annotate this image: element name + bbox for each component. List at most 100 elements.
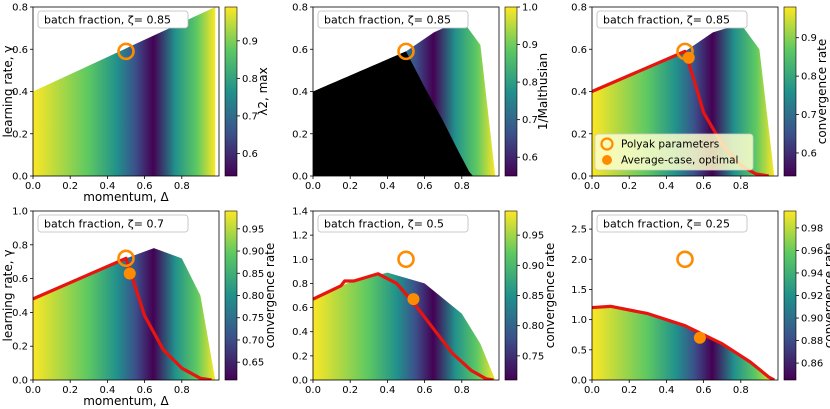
colorbar-tick-label: 0.92	[801, 291, 823, 302]
x-tick-label: 0.0	[25, 181, 41, 192]
colorbar	[783, 6, 797, 177]
stable-region	[592, 306, 775, 380]
optimal-curve	[313, 272, 494, 380]
colorbar-tick-label: 0.98	[801, 223, 823, 234]
x-tick-label: 0.8	[733, 385, 749, 396]
colorbar-label: λ2, max	[256, 67, 270, 116]
colorbar-tick-label: 1.0	[522, 3, 538, 14]
colorbar	[224, 6, 238, 177]
optimal-marker	[407, 293, 420, 306]
y-tick-label: 0.4	[12, 308, 28, 319]
y-tick-label: 2.5	[571, 225, 587, 236]
x-tick-label: 0.8	[454, 181, 470, 192]
colorbar-tick-label: 0.9	[801, 33, 817, 44]
colorbar-tick-label: 0.9	[242, 36, 258, 47]
x-tick-label: 0.0	[25, 385, 41, 396]
y-tick-label: 0.0	[292, 376, 308, 387]
x-tick-label: 0.8	[174, 181, 190, 192]
batch-fraction-box	[596, 10, 748, 29]
y-tick-label: 2.0	[571, 255, 587, 266]
x-tick-label: 0.8	[454, 385, 470, 396]
x-tick-label: 0.4	[99, 385, 115, 396]
y-tick-label: 0.2	[292, 351, 308, 362]
batch-fraction-box	[317, 214, 469, 233]
y-tick-label: 0.8	[571, 3, 587, 14]
batch-fraction-label: batch fraction, ζ= 0.85	[603, 14, 730, 27]
batch-fraction-box	[37, 214, 189, 233]
x-tick-label: 0.6	[696, 385, 712, 396]
colorbar	[224, 210, 238, 381]
colorbar-tick-label: 0.75	[522, 351, 544, 362]
x-tick-label: 0.6	[417, 385, 433, 396]
colorbar-label: convergence rate	[263, 243, 277, 349]
x-tick-label: 0.4	[99, 181, 115, 192]
batch-fraction-label: batch fraction, ζ= 0.5	[324, 218, 444, 231]
y-tick-label: 0.8	[12, 3, 28, 14]
axes-frame	[312, 210, 500, 381]
y-tick-label: 0.2	[571, 129, 587, 140]
colorbar-tick-label: 0.96	[801, 246, 823, 257]
axes-frame	[591, 210, 779, 381]
y-tick-label: 0.2	[12, 342, 28, 353]
x-tick-label: 0.0	[584, 181, 600, 192]
y-tick-label: 0.6	[292, 303, 308, 314]
colorbar-tick-label: 0.94	[801, 268, 823, 279]
colorbar-tick-label: 0.88	[801, 336, 823, 347]
colorbar	[504, 6, 518, 177]
colorbar-tick-label: 0.85	[522, 291, 544, 302]
y-tick-label: 1.0	[571, 315, 587, 326]
y-axis-label: learning rate, γ	[1, 250, 15, 342]
colorbar-tick-label: 0.80	[522, 321, 544, 332]
panel-2: 0.0 0.2 0.4 0.6 0.8 0.0 0.2 0.4 0.6 0.8 batch frac…	[292, 3, 550, 193]
colorbar-tick-label: 0.86	[801, 359, 823, 370]
legend-optimal-label: Average-case, optimal	[621, 155, 738, 167]
x-tick-label: 0.4	[379, 181, 395, 192]
legend-optimal-marker	[602, 155, 612, 165]
colorbar-tick-label: 0.70	[242, 335, 264, 346]
polyak-marker	[397, 250, 415, 269]
y-tick-label: 1.0	[292, 255, 308, 266]
x-tick-label: 0.2	[621, 385, 637, 396]
batch-fraction-label: batch fraction, ζ= 0.25	[603, 218, 730, 231]
colorbar	[783, 210, 797, 381]
x-axis-label: momentum, Δ	[83, 394, 169, 408]
x-tick-label: 0.4	[658, 385, 674, 396]
y-tick-label: 0.4	[292, 327, 308, 338]
y-tick-label: 0.0	[571, 172, 587, 183]
y-tick-label: 0.8	[292, 3, 308, 14]
colorbar-label: convergence rate	[543, 243, 557, 349]
x-tick-label: 0.6	[417, 181, 433, 192]
colorbar-label: convergence rate	[815, 39, 829, 145]
panel-4: 0.0 0.2 0.4 0.6 0.8 0.0 0.2 0.4 0.6 0.8 1.0 momentu…	[1, 207, 277, 409]
polyak-marker	[117, 249, 135, 268]
colorbar-tick-label: 0.95	[522, 231, 544, 242]
optimal-marker	[682, 51, 695, 64]
batch-fraction-label: batch fraction, ζ= 0.7	[44, 218, 164, 231]
y-tick-label: 0.4	[571, 87, 587, 98]
y-tick-label: 0.6	[292, 45, 308, 56]
x-tick-label: 0.2	[342, 181, 358, 192]
y-tick-label: 0.4	[12, 87, 28, 98]
optimal-marker	[123, 267, 136, 280]
x-tick-label: 0.4	[379, 385, 395, 396]
polyak-marker	[676, 250, 694, 269]
colorbar-tick-label: 0.65	[242, 358, 264, 369]
colorbar-tick-label: 0.6	[522, 153, 538, 164]
y-tick-label: 0.5	[571, 345, 587, 356]
x-tick-label: 0.0	[305, 181, 321, 192]
x-tick-label: 0.8	[733, 181, 749, 192]
x-axis-label: momentum, Δ	[83, 190, 169, 204]
colorbar	[504, 210, 518, 381]
x-tick-label: 0.6	[137, 181, 153, 192]
colorbar-tick-label: 0.8	[242, 74, 258, 85]
colorbar-tick-label: 0.80	[242, 291, 264, 302]
x-tick-label: 0.0	[305, 385, 321, 396]
x-tick-label: 0.2	[342, 385, 358, 396]
colorbar-tick-label: 0.8	[801, 72, 817, 83]
batch-fraction-box	[596, 214, 748, 233]
y-tick-label: 0.2	[12, 129, 28, 140]
batch-fraction-box	[37, 10, 189, 29]
legend-polyak-label: Polyak parameters	[621, 139, 719, 151]
colorbar-tick-label: 0.8	[522, 78, 538, 89]
panel-5: 0.0 0.2 0.4 0.6 0.8 0.0 0.2 0.4 0.6 0.8 1.0 1.2 1.4 b…	[292, 207, 557, 397]
